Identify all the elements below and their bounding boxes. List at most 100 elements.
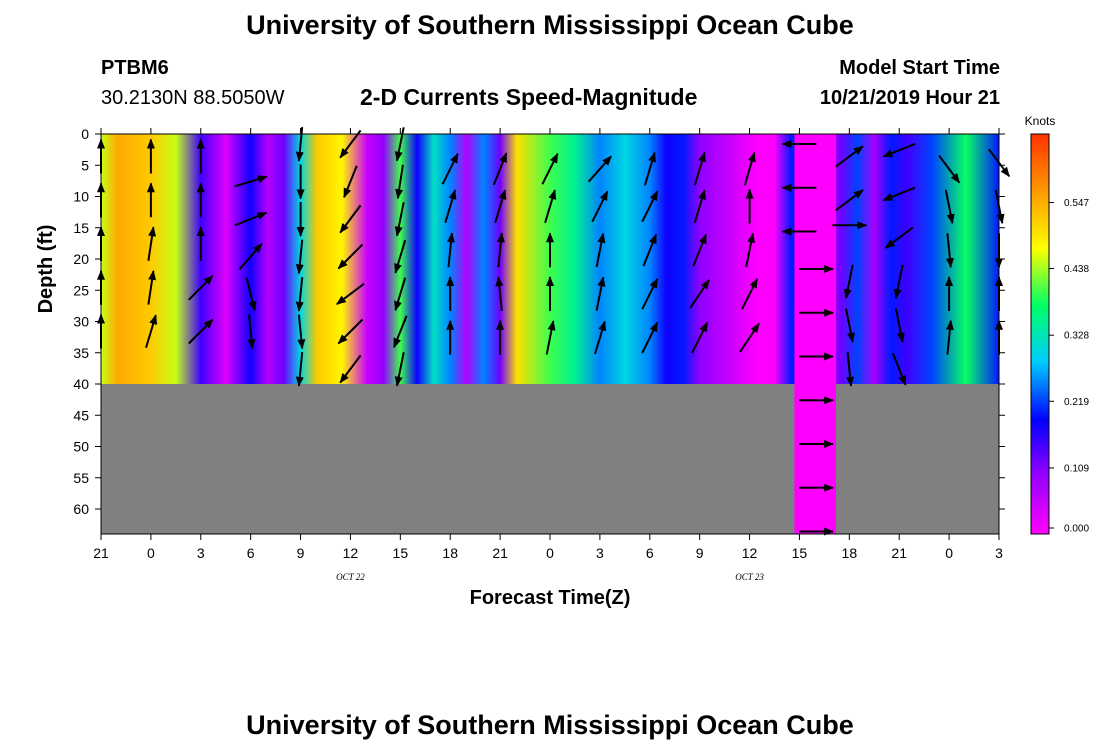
x-tick-label: 3 [596, 545, 604, 561]
current-vector [297, 314, 306, 350]
current-vector [741, 277, 759, 310]
current-vector [891, 352, 907, 386]
current-vector [339, 204, 362, 234]
current-vector [188, 318, 214, 345]
x-tick-label: 12 [742, 545, 758, 561]
current-vector [587, 155, 612, 183]
current-vector [541, 152, 559, 185]
x-axis-label: Forecast Time(Z) [470, 587, 631, 609]
x-tick-label: 15 [792, 545, 808, 561]
x-tick-label: 6 [646, 545, 654, 561]
x-tick-label: 3 [995, 545, 1003, 561]
current-vector [494, 189, 507, 224]
station-id: PTBM6 [101, 57, 169, 79]
colorbar-title: Knots [1025, 114, 1056, 128]
current-vector [339, 129, 362, 159]
current-vector [394, 352, 405, 387]
x-tick-label: 3 [197, 545, 205, 561]
land-mask [101, 384, 999, 534]
current-vector [238, 242, 263, 270]
current-vector [691, 321, 709, 354]
y-tick-label: 5 [81, 157, 89, 173]
current-vector [835, 189, 864, 212]
current-vector [188, 274, 214, 301]
y-tick-label: 10 [73, 189, 89, 205]
current-vector [846, 351, 855, 387]
current-vector [393, 315, 408, 349]
y-tick-label: 25 [73, 282, 89, 298]
current-vector [945, 233, 954, 269]
y-tick-label: 60 [73, 501, 89, 517]
current-vector [642, 233, 658, 267]
current-vector [395, 164, 404, 200]
current-vector [641, 190, 659, 223]
y-tick-label: 20 [73, 251, 89, 267]
footer-title: University of Southern Mississippi Ocean… [246, 710, 854, 740]
model-start-value: 10/21/2019 Hour 21 [819, 87, 1000, 109]
current-vector [295, 277, 304, 312]
current-vector [447, 232, 455, 268]
current-vector [945, 319, 954, 355]
model-start-label: Model Start Time [839, 57, 1000, 79]
current-vector [845, 308, 855, 343]
x-tick-label: 0 [945, 545, 953, 561]
y-tick-label: 45 [73, 407, 89, 423]
current-vector [337, 318, 364, 345]
current-vector [295, 239, 304, 275]
y-axis-label: Depth (ft) [35, 225, 57, 314]
current-vector [492, 152, 508, 186]
current-vector [545, 320, 556, 355]
current-vector [743, 151, 756, 186]
current-vector [147, 269, 157, 305]
x-tick-label: 12 [343, 545, 359, 561]
y-tick-label: 40 [73, 376, 89, 392]
colorbar-tick-label: 0.000 [1064, 524, 1089, 535]
x-day-label: OCT 23 [735, 572, 764, 582]
colorbar-tick-label: 0.219 [1064, 397, 1089, 408]
current-vector [247, 314, 256, 350]
x-tick-label: 21 [891, 545, 907, 561]
current-vector [595, 276, 606, 311]
current-vector [591, 190, 609, 223]
deep-channel-column [794, 134, 837, 534]
current-vector [544, 189, 557, 224]
current-vector [938, 154, 961, 184]
colorbar-tick-label: 0.328 [1064, 331, 1089, 342]
current-vector [884, 226, 914, 249]
x-tick-label: 9 [297, 545, 305, 561]
current-vector [444, 189, 457, 224]
current-vector [745, 232, 756, 268]
current-vector [394, 202, 405, 237]
x-tick-label: 18 [442, 545, 458, 561]
current-vector [692, 233, 707, 267]
current-vector [894, 308, 905, 343]
plot-title: 2-D Currents Speed-Magnitude [360, 84, 698, 110]
x-day-label: OCT 22 [336, 572, 365, 582]
below-bottom-area [101, 134, 999, 534]
current-vector [394, 239, 407, 274]
y-tick-label: 0 [81, 126, 89, 142]
colorbar-tick-label: 0.438 [1064, 264, 1089, 275]
current-vector [441, 152, 459, 185]
current-vector [893, 264, 904, 300]
current-vector [643, 151, 656, 186]
colorbar-tick-label: 0.109 [1064, 463, 1089, 474]
x-tick-label: 18 [842, 545, 858, 561]
current-vector [394, 127, 405, 162]
colorbar: 0.000 0.109 0.219 0.328 0.438 0.547 Knots [1025, 114, 1089, 535]
y-tick-label: 15 [73, 220, 89, 236]
current-vector [339, 354, 362, 384]
x-tick-label: 6 [247, 545, 255, 561]
current-vector [944, 189, 955, 225]
current-vector [843, 264, 854, 300]
current-vector [689, 279, 710, 309]
current-vector [245, 277, 257, 312]
colorbar-tick-label: 0.547 [1064, 198, 1089, 209]
current-vector [147, 226, 157, 261]
current-vector [295, 352, 304, 387]
page-title: University of Southern Mississippi Ocean… [246, 10, 854, 40]
current-vector [693, 151, 706, 186]
current-vector [335, 282, 365, 306]
